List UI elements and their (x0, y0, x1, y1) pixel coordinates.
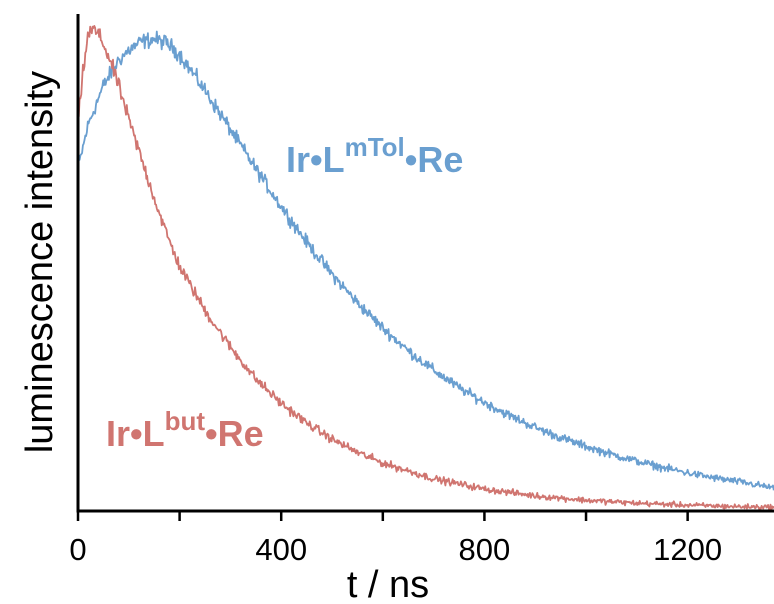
series-label-but-main: Ir•L (106, 413, 165, 454)
series-label-mtol-main: Ir•L (286, 139, 345, 180)
x-tick-label-400: 400 (255, 532, 307, 567)
series-label-but-end: •Re (205, 413, 264, 454)
x-ticks (76, 511, 689, 521)
x-tick-label-1200: 1200 (653, 532, 722, 567)
series-label-mtol-sup: mTol (345, 132, 405, 162)
series-line-mtol (77, 30, 774, 491)
x-tick-label-0: 0 (69, 532, 86, 567)
series-label-but: Ir•Lbut•Re (106, 406, 264, 454)
axes (76, 14, 774, 513)
y-axis-title: luminescence intensity (19, 71, 61, 453)
series-layer (77, 25, 774, 512)
x-tick-label-800: 800 (459, 532, 511, 567)
series-label-but-sup: but (165, 406, 206, 436)
series-line-but (77, 25, 774, 512)
series-label-mtol-end: •Re (405, 139, 464, 180)
x-axis-title: t / ns (347, 564, 429, 604)
x-tick-labels: 0 400 800 1200 (69, 532, 722, 567)
series-label-mtol: Ir•LmTol•Re (286, 132, 463, 180)
